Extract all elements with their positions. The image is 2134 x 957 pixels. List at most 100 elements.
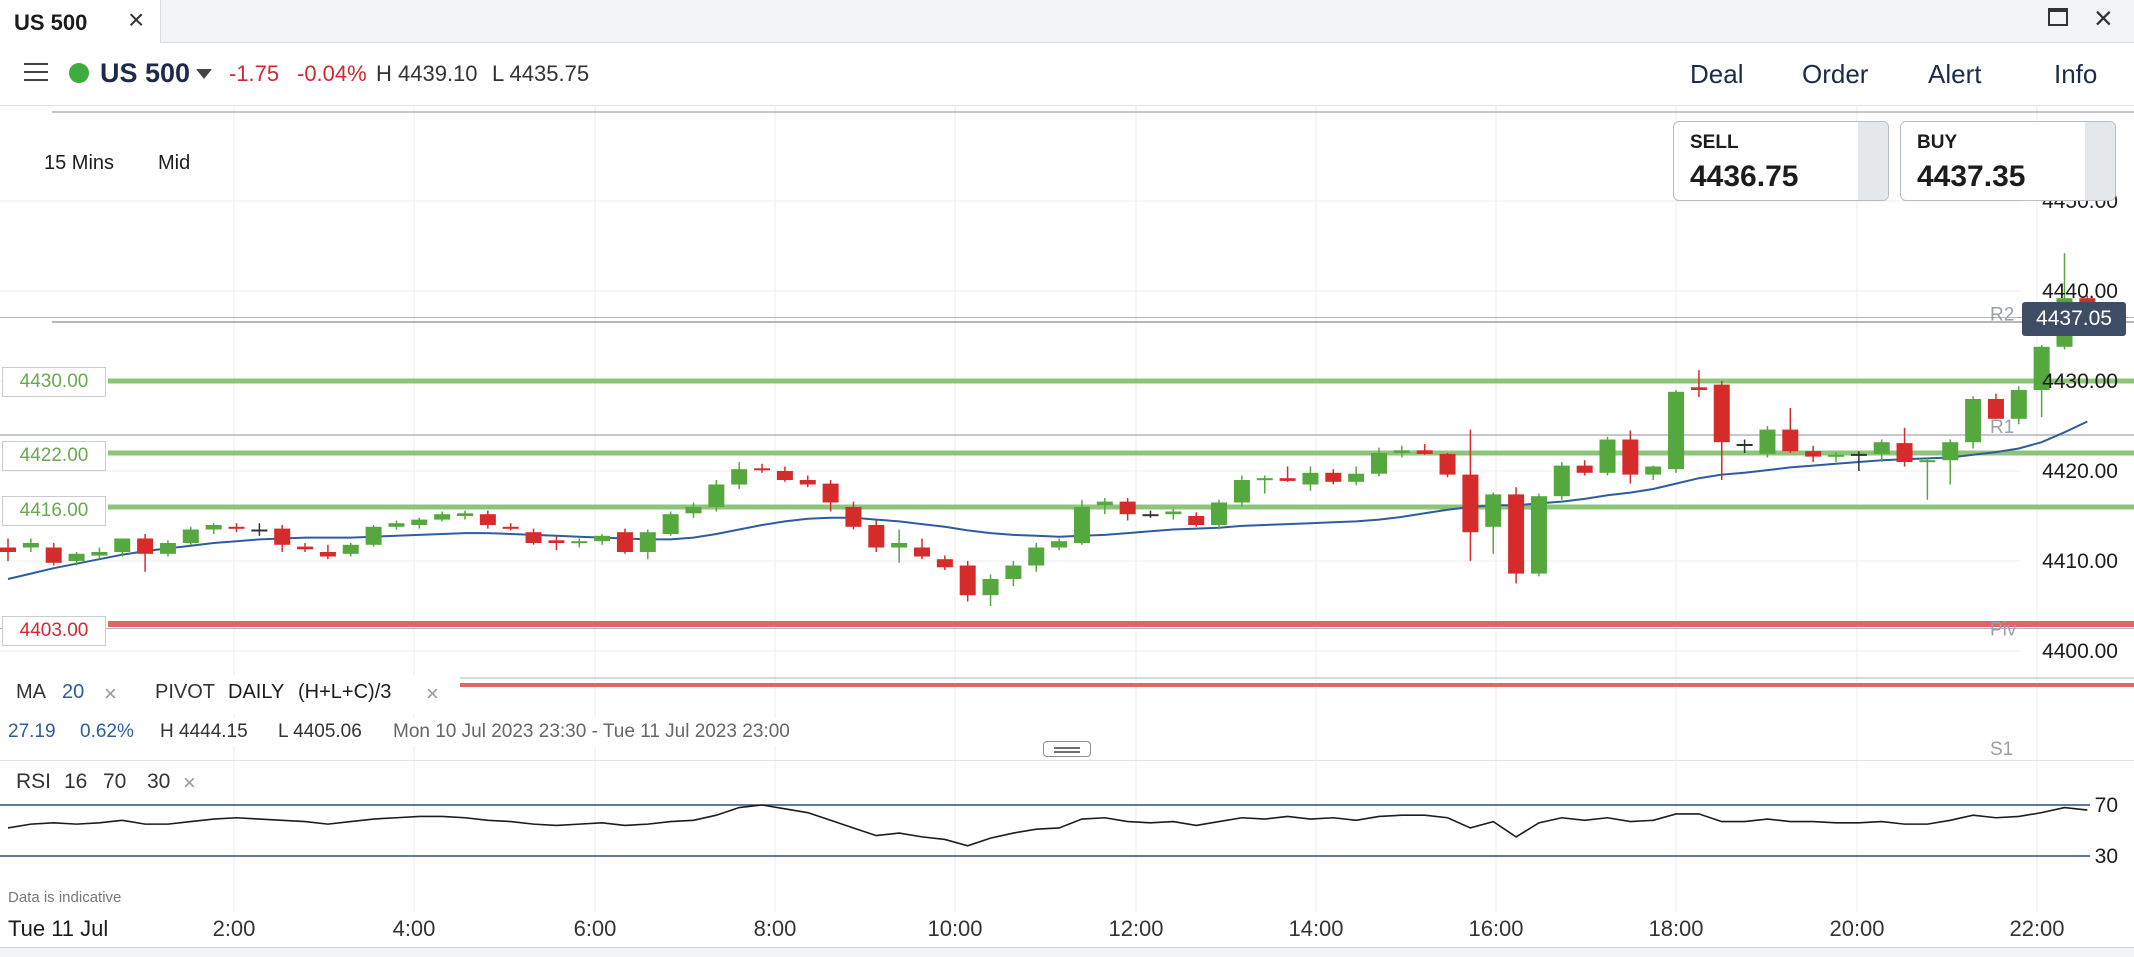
timeframe-selector[interactable]: 15 Mins [44, 152, 115, 174]
buy-quote-button[interactable]: BUY 4437.35 [1900, 121, 2116, 201]
level-label-4422[interactable]: 4422.00 [2, 441, 106, 471]
candle-body [22, 543, 39, 548]
order-button[interactable]: Order [1802, 59, 1869, 89]
candle-body [616, 532, 633, 552]
level-label-4416[interactable]: 4416.00 [2, 496, 106, 526]
candle-body [1485, 494, 1502, 527]
rsi-oversold[interactable]: 30 [147, 770, 171, 793]
buy-label: BUY [1917, 132, 1958, 153]
candle [159, 540, 176, 557]
disclaimer: Data is indicative [8, 889, 122, 906]
time-label: 6:00 [573, 916, 617, 941]
candle-body [502, 526, 519, 529]
candle [0, 538, 16, 561]
candle [708, 480, 725, 512]
candle-body [1553, 465, 1570, 497]
time-scrollbar[interactable] [0, 947, 2134, 957]
pivot-label-s1: S1 [1990, 739, 2013, 760]
candle-body [1942, 442, 1959, 461]
window-close-icon[interactable]: × [2094, 0, 2113, 36]
candle-body [1005, 565, 1022, 579]
moving-average-line [7, 420, 2088, 580]
candle [1873, 439, 1890, 462]
candle [434, 511, 451, 522]
candle [525, 528, 542, 545]
candle [1325, 469, 1342, 485]
alert-button[interactable]: Alert [1928, 59, 1982, 89]
remove-ma-icon[interactable]: × [104, 681, 117, 706]
tab-close-icon[interactable]: × [128, 4, 145, 35]
pivot-label[interactable]: PIVOT [155, 681, 216, 703]
candle [1371, 447, 1387, 477]
candle [914, 538, 930, 560]
price-chart[interactable]: 4450.004440.004430.004420.004410.004400.… [0, 106, 2134, 912]
candle-body [1096, 501, 1113, 506]
remove-pivot-icon[interactable]: × [426, 681, 439, 706]
pivot-formula[interactable]: (H+L+C)/3 [298, 681, 392, 703]
candle-body [822, 483, 839, 503]
remove-rsi-icon[interactable]: × [183, 770, 196, 795]
sell-label: SELL [1690, 132, 1739, 153]
candle-body [297, 546, 314, 550]
candle-body [754, 468, 771, 471]
rsi-period[interactable]: 16 [64, 770, 88, 793]
candle [22, 538, 39, 552]
rsi-label[interactable]: RSI [16, 770, 52, 793]
time-label: 22:00 [2009, 916, 2065, 941]
instrument-header: US 500 -1.75 -0.04% H 4439.10 L 4435.75 … [0, 43, 2134, 106]
candle-body [982, 579, 999, 596]
candle-body [0, 547, 16, 552]
level-label-4403[interactable]: 4403.00 [2, 616, 106, 646]
maximize-icon[interactable] [2048, 8, 2068, 26]
ma-label[interactable]: MA [16, 681, 46, 703]
time-label: 14:00 [1288, 916, 1344, 941]
range-high: H 4444.15 [160, 721, 248, 742]
candle [1416, 444, 1433, 455]
panel-resize-handle[interactable] [1043, 741, 1091, 757]
candle-body [548, 540, 565, 543]
tab-title[interactable]: US 500 [14, 10, 88, 35]
candle [1142, 510, 1159, 518]
candle-body [1668, 391, 1685, 470]
candle [1348, 466, 1365, 486]
deal-button[interactable]: Deal [1690, 59, 1744, 89]
candle [1919, 458, 1936, 500]
y-tick-label: 4400.00 [2042, 640, 2118, 663]
price-type-selector[interactable]: Mid [158, 152, 191, 174]
level-label-4430[interactable]: 4430.00 [2, 367, 106, 397]
ma-period[interactable]: 20 [62, 681, 85, 703]
candle-body [525, 532, 542, 543]
pivot-label-piv: Piv [1990, 620, 2017, 641]
candle [776, 466, 793, 482]
candle-body [1599, 439, 1616, 473]
tab-us500[interactable] [0, 0, 161, 43]
sell-quote-button[interactable]: SELL 4436.75 [1673, 121, 1889, 201]
candle [822, 480, 839, 512]
candle-body [434, 514, 451, 520]
info-button[interactable]: Info [2054, 59, 2098, 89]
candle-body [228, 526, 245, 529]
candle-body [936, 559, 953, 568]
candle-body [114, 538, 131, 552]
candle [2033, 345, 2050, 417]
pivot-period[interactable]: DAILY [228, 681, 285, 703]
rsi-line [7, 804, 2088, 847]
time-label: 4:00 [392, 916, 436, 941]
chevron-down-icon[interactable] [196, 69, 212, 79]
rsi-overbought[interactable]: 70 [103, 770, 127, 793]
candle-body [1371, 453, 1387, 474]
candle [1439, 453, 1456, 478]
y-tick-label: 4430.00 [2042, 370, 2118, 393]
instrument-name[interactable]: US 500 [100, 58, 191, 88]
candle [959, 561, 976, 602]
candle-body [1828, 454, 1844, 457]
candle-body [891, 543, 908, 548]
candle-body [731, 469, 748, 485]
date-label: Tue 11 Jul [8, 916, 109, 941]
candle [1165, 508, 1182, 520]
candle-body [1028, 547, 1045, 566]
hamburger-menu-icon[interactable] [24, 63, 48, 81]
candle [205, 523, 222, 534]
candle [182, 526, 199, 545]
candle-body [1805, 451, 1822, 457]
